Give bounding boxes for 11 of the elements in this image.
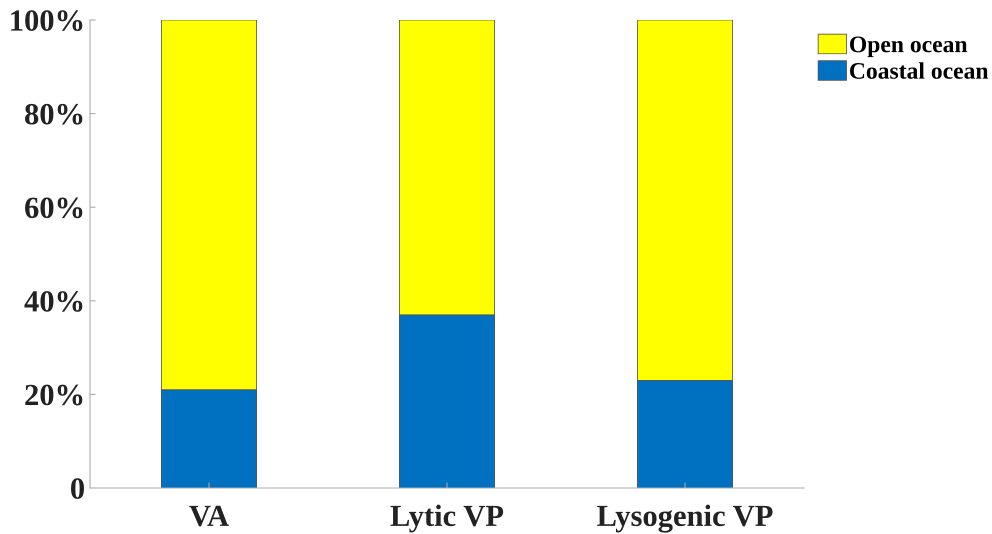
y-tick-label: 100% (11, 10, 82, 31)
y-tick-label: 20% (25, 384, 82, 406)
y-tick-label: 40% (24, 291, 82, 312)
x-tick-label: Lysogenic VP (597, 504, 773, 533)
x-tick-label: VA (189, 506, 229, 526)
y-tick-label: 60% (25, 197, 82, 218)
y-tick-label: 80% (25, 104, 82, 125)
y-tick-label: 0 (71, 478, 84, 499)
legend-label: Open ocean (850, 36, 968, 58)
legend-label: Coastal ocean (850, 62, 988, 79)
x-tick-label: Lytic VP (390, 504, 504, 532)
